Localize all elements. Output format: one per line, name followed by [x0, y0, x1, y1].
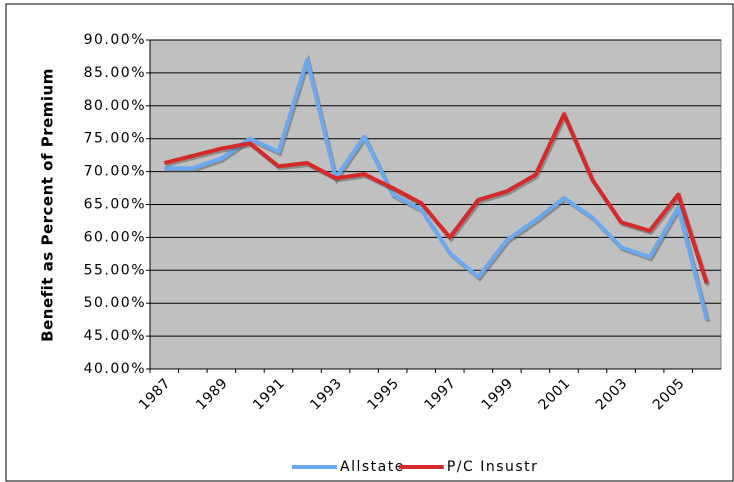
y-tick-label: 70.00%	[84, 164, 146, 180]
y-axis-label: Benefit as Percent of Premium	[39, 68, 57, 342]
series-line	[164, 57, 709, 321]
y-tick-label: 90.00%	[84, 32, 146, 48]
y-tick-label: 75.00%	[84, 131, 146, 147]
y-tick-label: 80.00%	[84, 98, 146, 114]
y-tick-label: 65.00%	[84, 197, 146, 213]
y-tick-label: 60.00%	[84, 229, 146, 245]
legend-label: Allstate	[340, 459, 405, 475]
y-tick-label: 85.00%	[84, 65, 146, 81]
y-tick-label: 40.00%	[84, 361, 146, 377]
y-tick-label: 50.00%	[84, 295, 146, 311]
legend-label: P/C Insustr	[447, 459, 539, 475]
series-line	[163, 112, 709, 285]
y-tick-label: 45.00%	[84, 328, 146, 344]
y-tick-label: 55.00%	[84, 262, 146, 278]
